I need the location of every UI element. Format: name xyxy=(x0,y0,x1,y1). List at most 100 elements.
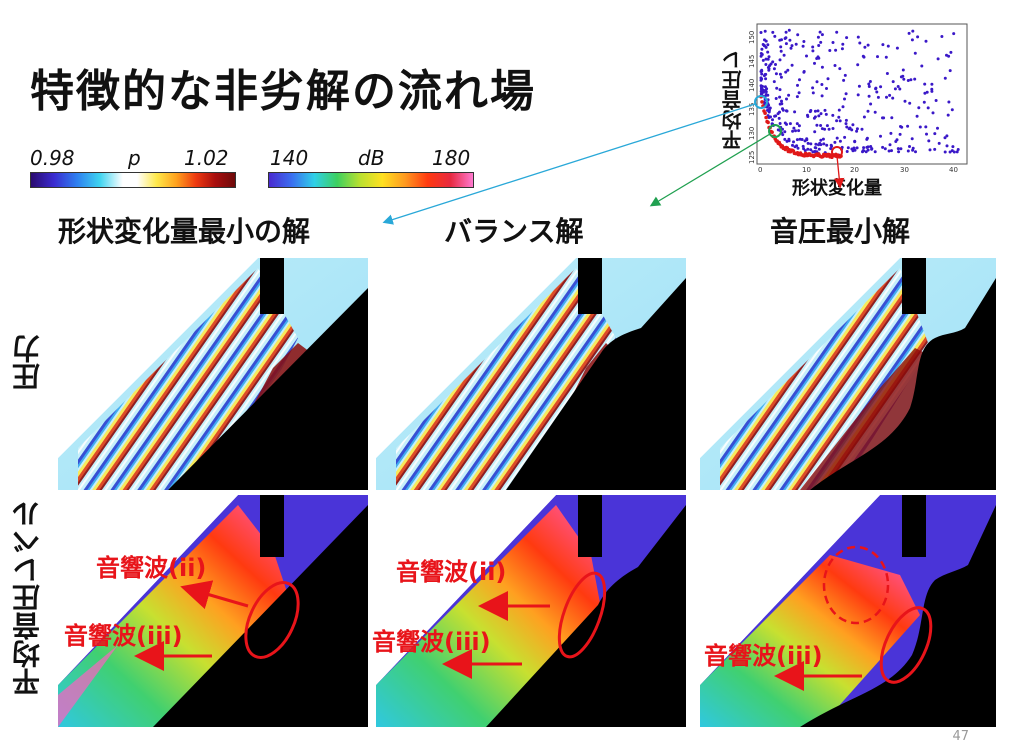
scatter-point xyxy=(901,74,905,78)
scatter-point xyxy=(934,99,938,102)
scatter-point xyxy=(903,99,907,103)
scatter-point xyxy=(778,95,782,99)
scatter-point xyxy=(930,87,934,91)
scatter-point xyxy=(806,141,810,145)
scatter-point xyxy=(783,137,787,141)
scatter-point xyxy=(831,127,835,130)
scatter-point xyxy=(922,100,926,104)
scatter-point xyxy=(868,80,872,83)
scatter-point xyxy=(855,146,859,150)
scatter-point xyxy=(816,35,820,39)
arrow-to-balance xyxy=(649,133,771,207)
pareto-point xyxy=(766,120,770,125)
scatter-point xyxy=(764,77,768,81)
scatter-point xyxy=(833,64,837,67)
scatter-point xyxy=(861,54,865,58)
scatter-point xyxy=(886,44,890,48)
scatter-point xyxy=(895,46,899,50)
scatter-point xyxy=(916,35,920,39)
scatter-point xyxy=(956,148,960,151)
scatter-point xyxy=(844,122,848,126)
scatter-point xyxy=(906,124,910,128)
scatter-point xyxy=(851,123,855,127)
scatter-point xyxy=(774,97,778,100)
scatter-point xyxy=(780,99,783,103)
scatter-point xyxy=(827,127,831,131)
scatter-point xyxy=(898,87,902,91)
scatter-point xyxy=(845,150,849,153)
scatter-point xyxy=(940,35,944,38)
scatter-point xyxy=(785,97,788,101)
scatter-point xyxy=(778,38,782,42)
scatter-point xyxy=(887,149,891,153)
scatter-point xyxy=(811,150,815,154)
scatter-point xyxy=(838,139,842,143)
scatter-point xyxy=(763,73,767,76)
arrow-to-min-spl xyxy=(834,155,845,189)
scatter-point xyxy=(866,145,870,149)
column-title-balance: バランス解 xyxy=(444,215,584,248)
label-wave-ii-min-shape: 音響波(ii) xyxy=(96,554,207,582)
scatter-point xyxy=(819,138,823,142)
scatter-xtick: 30 xyxy=(900,166,909,174)
pareto-point xyxy=(763,111,767,115)
scatter-point xyxy=(794,42,798,46)
scatter-point xyxy=(795,138,799,142)
scatter-point xyxy=(890,116,894,120)
scatter-point xyxy=(844,92,848,96)
scatter-point xyxy=(796,83,799,87)
scatter-point xyxy=(862,115,866,119)
scatter-point xyxy=(923,91,927,95)
scatter-point xyxy=(875,90,879,94)
scatter-point xyxy=(819,40,823,44)
scatter-point xyxy=(802,40,806,43)
scatter-point xyxy=(936,57,940,61)
scatter-point xyxy=(867,85,871,88)
scatter-point xyxy=(843,135,847,139)
scatter-point xyxy=(801,44,805,48)
scatter-point xyxy=(767,55,771,59)
scatter-point xyxy=(782,53,786,57)
scatter-point xyxy=(931,111,935,115)
scatter-point xyxy=(786,68,790,72)
scatter-point xyxy=(789,46,793,50)
scatter-point xyxy=(760,77,764,81)
scatter-point xyxy=(838,119,842,123)
scatter-point xyxy=(828,49,832,52)
scatter-point xyxy=(882,116,886,120)
scatter-point xyxy=(766,43,770,47)
scatter-point xyxy=(899,125,902,128)
scatter-point xyxy=(955,150,959,154)
scatter-point xyxy=(943,150,947,154)
label-wave-iii-min-shape: 音響波(iii) xyxy=(64,622,183,650)
scatter-point xyxy=(897,150,901,154)
label-wave-ii-balance: 音響波(ii) xyxy=(396,558,507,586)
scatter-point xyxy=(787,28,791,32)
scatter-point xyxy=(772,67,776,71)
scatter-point xyxy=(898,132,902,136)
scatter-point xyxy=(820,83,824,86)
scatter-ytick: 125 xyxy=(748,151,756,164)
scatter-point xyxy=(873,150,877,154)
scatter-point xyxy=(910,38,914,42)
scatter-point xyxy=(791,143,794,147)
scatter-point xyxy=(945,144,949,148)
scatter-point xyxy=(779,45,783,49)
scatter-point xyxy=(843,73,847,77)
scatter-point xyxy=(918,125,922,129)
balance-marker xyxy=(768,124,782,138)
scatter-point xyxy=(812,116,816,120)
scatter-point xyxy=(802,70,806,74)
scatter-point xyxy=(819,112,823,116)
scatter-xtick: 40 xyxy=(949,166,958,174)
scatter-point xyxy=(927,139,931,143)
pareto-point xyxy=(770,130,774,134)
scatter-xtick: 20 xyxy=(850,166,859,174)
scatter-point xyxy=(821,137,825,141)
scatter-point xyxy=(924,125,928,129)
scatter-point xyxy=(950,149,954,153)
scatter-point xyxy=(847,127,851,131)
scatter-point xyxy=(906,79,910,82)
scatter-point xyxy=(761,43,765,46)
